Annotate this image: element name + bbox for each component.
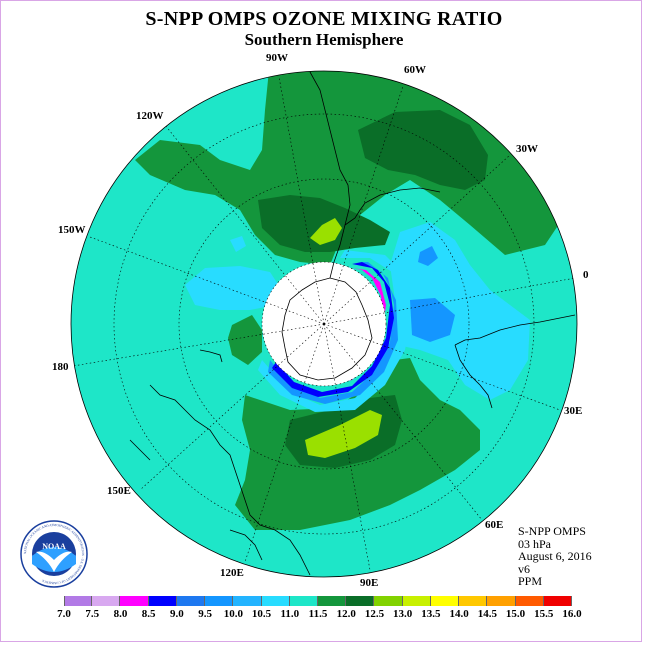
colorbar-tick-label: 12.0	[336, 608, 356, 620]
lon-label-60e: 60E	[485, 519, 503, 531]
lon-label-0: 0	[583, 269, 589, 281]
lon-label-150e: 150E	[107, 485, 131, 497]
colorbar-tick-label: 11.0	[280, 608, 300, 620]
ozone-region-blue-right-patch	[410, 298, 455, 342]
lon-label-120w: 120W	[136, 110, 164, 122]
ozone-region-light-blue-small	[230, 236, 246, 252]
map-title: S-NPP OMPS OZONE MIXING RATIO	[145, 8, 503, 30]
colorbar-tick-label: 11.5	[308, 608, 328, 620]
lon-label-150w: 150W	[58, 224, 86, 236]
ozone-region-yellow-green-top	[310, 218, 342, 245]
ozone-region-light-blue-left	[185, 266, 285, 310]
colorbar-swatch	[402, 596, 431, 606]
noaa-logo: NOAA NATIONAL OCEANIC AND ATMOSPHERIC AD…	[20, 520, 88, 588]
lon-label-60w: 60W	[404, 64, 426, 76]
colorbar-swatch	[148, 596, 177, 606]
ozone-region-yellow-green-bottom	[305, 410, 382, 458]
colorbar-tick-label: 10.5	[251, 608, 272, 620]
colorbar-labels: 7.0 7.5 8.0 8.5 9.0 9.5 10.0 10.5 11.0 11.5 12.0 12…	[0, 608, 648, 624]
ozone-region-light-blue-right	[390, 222, 530, 400]
ozone-region-dark-green-top-right	[358, 110, 488, 190]
ozone-region-blue-small-top	[418, 246, 438, 266]
colorbar-swatch	[205, 596, 234, 606]
product-info: S-NPP OMPS 03 hPa August 6, 2016 v6 PPM	[518, 525, 592, 588]
colorbar-swatch	[120, 596, 149, 606]
colorbar-tick-label: 15.0	[505, 608, 526, 620]
colorbar-tick-label: 14.5	[477, 608, 497, 620]
colorbar-tick-label: 13.5	[421, 608, 441, 620]
colorbar-swatch	[487, 596, 516, 606]
colorbar-swatch	[543, 596, 572, 606]
colorbar-tick-label: 9.0	[170, 608, 184, 620]
colorbar-tick-label: 7.5	[85, 608, 100, 620]
colorbar-swatch	[92, 596, 121, 606]
map-subtitle: Southern Hemisphere	[244, 30, 404, 49]
ozone-region-magenta	[280, 268, 386, 386]
colorbar-tick-label: 14.0	[449, 608, 469, 620]
colorbar-tick-label: 8.5	[141, 608, 156, 620]
colorbar-tick-label: 12.5	[364, 608, 385, 620]
colorbar-tick-label: 16.0	[562, 608, 582, 620]
colorbar-swatch	[64, 596, 93, 606]
colorbar-swatch	[374, 596, 403, 606]
lon-label-90e: 90E	[360, 577, 378, 589]
colorbar-tick-label: 8.0	[113, 608, 128, 620]
info-instrument: S-NPP OMPS	[518, 524, 586, 538]
colorbar-tick-label: 9.5	[198, 608, 212, 620]
colorbar-swatch	[430, 596, 460, 606]
ozone-region-dark-green-center	[258, 195, 390, 252]
colorbar-swatch	[289, 596, 318, 606]
lon-label-90w: 90W	[266, 52, 288, 64]
map-outline	[70, 70, 578, 578]
colorbar-swatch	[261, 596, 290, 606]
info-version: v6	[518, 561, 530, 576]
graticule	[72, 76, 576, 571]
ozone-region-green-left	[228, 315, 262, 365]
info-level: 03 hPa	[518, 536, 551, 551]
svg-text:NOAA: NOAA	[42, 542, 66, 551]
colorbar-swatch	[459, 596, 488, 606]
colorbar-swatch	[515, 596, 544, 606]
colorbar-tick-label: 13.0	[393, 608, 413, 620]
ozone-region-blue-mid	[268, 262, 398, 404]
lon-label-30e: 30E	[564, 405, 582, 417]
colorbar-tick-label: 10.0	[223, 608, 243, 620]
lon-label-30w: 30W	[516, 143, 538, 155]
info-date: August 6, 2016	[518, 549, 592, 563]
lon-label-120e: 120E	[220, 567, 244, 579]
colorbar-swatch	[346, 596, 375, 606]
colorbar	[64, 596, 572, 606]
colorbar-tick-label: 7.0	[57, 608, 71, 620]
info-units: PPM	[518, 574, 543, 588]
colorbar-swatch	[317, 596, 347, 606]
colorbar-tick-label: 15.5	[534, 608, 554, 620]
lon-label-180: 180	[52, 361, 69, 373]
colorbar-swatch	[233, 596, 262, 606]
colorbar-swatch	[176, 596, 206, 606]
coastlines	[129, 71, 576, 576]
